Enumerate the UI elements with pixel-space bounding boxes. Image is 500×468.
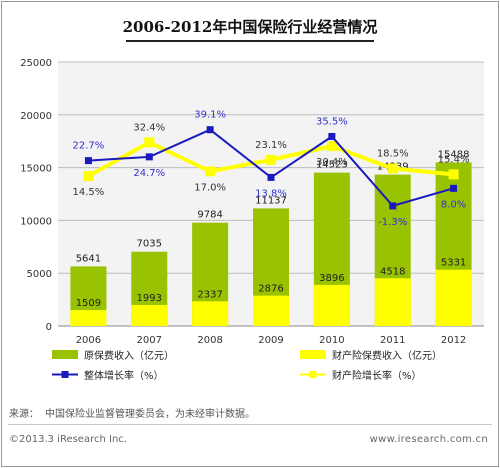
property-premium-label: 2876: [258, 284, 283, 295]
property-premium-bar: [313, 284, 350, 326]
property-premium-bar: [70, 310, 107, 326]
x-tick-label: 2011: [380, 335, 405, 346]
x-tick-label: 2009: [258, 335, 283, 346]
total-premium-label: 15488: [438, 149, 470, 160]
y-tick-label: 10000: [20, 216, 52, 227]
legend-swatch: [52, 350, 78, 359]
legend-label: 财产险增长率（%）: [332, 369, 422, 382]
property-growth-marker: [144, 137, 155, 148]
total-growth-label: 22.7%: [73, 141, 105, 152]
property-premium-bar: [192, 301, 229, 326]
property-premium-bar: [131, 304, 168, 326]
total-growth-marker: [145, 153, 153, 161]
property-growth-label: 32.4%: [133, 122, 165, 133]
chart-title: 2006-2012年中国保险行业经营情况: [122, 18, 378, 36]
property-growth-label: 17.0%: [194, 182, 226, 193]
y-tick-label: 20000: [20, 111, 52, 122]
total-growth-marker: [84, 157, 92, 165]
source-note: 来源： 中国保险业监督管理委员会，为未经审计数据。: [9, 405, 261, 420]
legend-label: 原保费收入（亿元）: [84, 349, 174, 362]
property-growth-label: 30.4%: [316, 157, 348, 168]
x-tick-label: 2007: [137, 335, 162, 346]
property-premium-bar: [374, 278, 411, 326]
chart-svg: 0 5000 10000 15000 20000 25000 5641 1509 2006 703…: [20, 58, 484, 382]
y-tick-label: 0: [46, 322, 52, 333]
total-premium-label: 14523: [316, 160, 348, 171]
property-growth-label: 14.5%: [73, 187, 105, 198]
x-tick-label: 2012: [441, 335, 466, 346]
title-underline: [126, 40, 374, 42]
total-premium-label: 5641: [76, 253, 101, 264]
x-tick-label: 2006: [76, 335, 101, 346]
property-premium-label: 4518: [380, 266, 405, 277]
property-growth-label: 15.4%: [438, 154, 470, 165]
total-growth-label: 8.0%: [441, 199, 466, 210]
legend-label: 整体增长率（%）: [84, 369, 164, 382]
property-growth-marker: [326, 141, 337, 152]
source-label: 来源：: [9, 409, 39, 420]
property-premium-bar: [253, 295, 289, 326]
property-premium-label: 1509: [76, 298, 101, 309]
property-growth-label: 23.1%: [255, 140, 287, 151]
footer-divider: [8, 424, 492, 425]
property-growth-marker: [387, 163, 398, 174]
property-premium-label: 1993: [137, 293, 162, 304]
total-growth-marker: [328, 132, 336, 140]
property-growth-marker: [83, 171, 94, 182]
total-growth-marker: [267, 173, 275, 181]
total-growth-label: 13.8%: [255, 188, 287, 199]
property-premium-label: 5331: [441, 258, 466, 269]
total-growth-label: -1.3%: [378, 217, 407, 228]
y-tick-label: 15000: [20, 164, 52, 175]
copyright-text: ©2013.3 iResearch Inc.: [9, 434, 127, 445]
total-growth-marker: [206, 126, 214, 134]
legend-marker: [61, 371, 69, 378]
total-premium-label: 11137: [255, 195, 287, 206]
website-text: www.iresearch.com.cn: [369, 434, 488, 445]
legend-marker: [309, 371, 317, 378]
legend-swatch: [300, 350, 326, 359]
property-growth-marker: [266, 154, 276, 165]
property-growth-marker: [205, 166, 216, 177]
y-tick-label: 25000: [20, 58, 52, 69]
property-growth-marker: [448, 169, 459, 180]
total-growth-label: 24.7%: [133, 168, 165, 179]
y-tick-label: 5000: [27, 269, 52, 280]
total-growth-marker: [450, 184, 458, 192]
total-premium-label: 7035: [137, 239, 162, 250]
total-growth-label: 35.5%: [316, 116, 348, 127]
total-growth-label: 39.1%: [194, 110, 226, 121]
property-premium-label: 2337: [197, 289, 222, 300]
x-tick-label: 2010: [319, 335, 344, 346]
source-text: 中国保险业监督管理委员会，为未经审计数据。: [45, 409, 255, 420]
total-premium-label: 9784: [197, 210, 222, 221]
total-growth-marker: [389, 202, 397, 210]
property-growth-label: 18.5%: [377, 149, 409, 160]
property-premium-label: 3896: [319, 273, 344, 284]
legend-label: 财产险保费收入（亿元）: [332, 349, 442, 362]
property-premium-bar: [435, 269, 472, 326]
x-tick-label: 2008: [197, 335, 222, 346]
